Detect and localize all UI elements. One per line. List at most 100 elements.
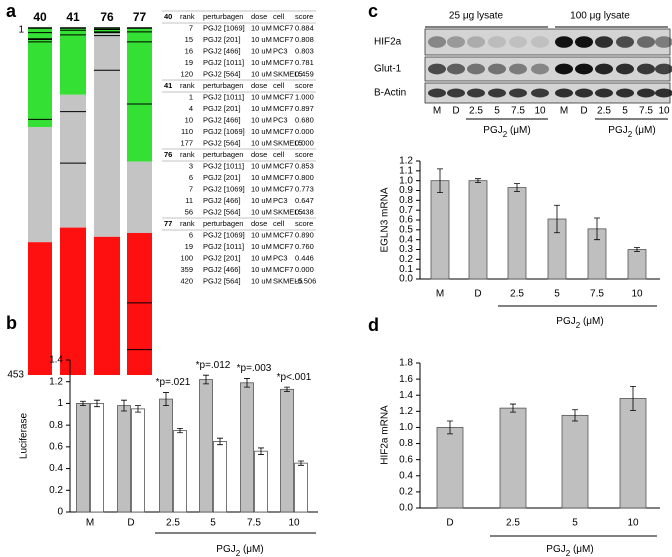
- y-tick-label: 1.4: [399, 390, 413, 401]
- band: [531, 63, 549, 75]
- band: [531, 36, 549, 48]
- y-tick-label: 0.9: [399, 185, 413, 196]
- annotation: *p=.003: [237, 363, 272, 374]
- x-tick-label: 7.5: [247, 518, 261, 529]
- band: [555, 63, 573, 75]
- table-cell: PC3: [273, 46, 288, 55]
- table-cell: PGJ2 [1069]: [203, 184, 245, 193]
- table-cell: 10 uM: [251, 58, 272, 67]
- axis-label-part: 2: [236, 549, 241, 557]
- table-cell: PGJ2 [1069]: [203, 23, 245, 32]
- band: [428, 63, 446, 75]
- y-tick-label: 0.6: [399, 454, 413, 465]
- axis-label-part: PGJ: [216, 544, 235, 555]
- rank-segment-top: [28, 28, 52, 128]
- y-tick-label: 0.3: [399, 244, 413, 255]
- x-tick-label: 7.5: [590, 289, 604, 300]
- table-cell: 1.000: [295, 92, 314, 101]
- table-cell: MCF7: [273, 184, 293, 193]
- error-bar: [217, 437, 223, 446]
- table-cell: 10 uM: [251, 69, 272, 78]
- x-tick-label: 5: [210, 518, 216, 529]
- band: [531, 88, 549, 98]
- lane-label: 2.5: [469, 106, 483, 117]
- table-header: rank: [180, 219, 195, 228]
- band: [428, 88, 446, 98]
- error-bar: [177, 428, 183, 434]
- error-bar: [80, 400, 86, 406]
- table-cell: 15: [185, 35, 193, 44]
- band: [595, 63, 613, 75]
- error-bar: [121, 399, 127, 412]
- table-cell: 3: [189, 161, 193, 170]
- axis-label-part: PGJ: [608, 125, 627, 136]
- bar: [117, 405, 131, 513]
- section-id: 40: [164, 12, 172, 21]
- y-tick-label: 1.8: [399, 358, 413, 369]
- y-tick-label: 0.6: [49, 441, 63, 452]
- table-cell: PGJ2 [564]: [203, 138, 241, 147]
- table-cell: 10 uM: [251, 207, 272, 216]
- table-cell: MCF7: [273, 104, 293, 113]
- lane-label: 10: [658, 106, 670, 117]
- table-cell: 10 uM: [251, 253, 272, 262]
- band: [595, 88, 613, 98]
- x-tick-label: 2.5: [506, 518, 520, 529]
- bar: [619, 398, 647, 509]
- y-tick-label: 0.4: [399, 470, 413, 481]
- table-cell: 420: [180, 276, 193, 285]
- error-bar: [594, 217, 600, 241]
- band: [509, 63, 527, 75]
- axis-label: PGJ2 (μM): [546, 544, 593, 557]
- table-cell: 10 uM: [251, 138, 272, 147]
- table-header: dose: [251, 219, 267, 228]
- band: [555, 88, 573, 98]
- y-tick-label: 0.6: [399, 215, 413, 226]
- bar: [627, 249, 647, 280]
- y-tick-label: 1.2: [399, 406, 413, 417]
- error-bar: [554, 204, 560, 234]
- band: [595, 36, 613, 48]
- band: [555, 36, 573, 48]
- axis-label-part: (μM): [570, 544, 594, 555]
- table-cell: MCF7: [273, 35, 293, 44]
- table-cell: 10 uM: [251, 127, 272, 136]
- table-cell: MCF7: [273, 242, 293, 251]
- bar: [240, 382, 254, 513]
- table-header: dose: [251, 150, 267, 159]
- error-bar: [475, 178, 481, 184]
- table-cell: 0.000: [295, 265, 314, 274]
- table-cell: 6: [189, 230, 193, 239]
- table-cell: 10 uM: [251, 35, 272, 44]
- error-bar: [572, 409, 578, 422]
- table-cell: 0.884: [295, 23, 314, 32]
- blot-header: 100 μg lysate: [570, 11, 630, 22]
- table-cell: 10 uM: [251, 184, 272, 193]
- rank-bottom-label: 453: [7, 370, 24, 381]
- y-tick-label: 0.2: [399, 487, 413, 498]
- table-cell: 56: [185, 207, 193, 216]
- bar: [499, 407, 527, 509]
- lane-label: 5: [622, 106, 628, 117]
- error-bar: [510, 403, 516, 413]
- table-cell: 19: [185, 58, 193, 67]
- table-cell: 0.890: [295, 230, 314, 239]
- y-tick-label: 0.2: [49, 485, 63, 496]
- table-cell: PGJ2 [201]: [203, 253, 241, 262]
- table-cell: 4: [189, 104, 193, 113]
- y-tick-label: 0.0: [399, 274, 413, 285]
- table-cell: MCF7: [273, 173, 293, 182]
- table-cell: 10: [185, 115, 193, 124]
- rank-segment-middle: [60, 94, 86, 228]
- table-cell: 10 uM: [251, 173, 272, 182]
- bar: [436, 427, 464, 509]
- table-cell: 7: [189, 184, 193, 193]
- lane-label: D: [452, 106, 459, 117]
- band: [447, 63, 465, 75]
- table-cell: 10 uM: [251, 230, 272, 239]
- y-tick-label: 0.4: [49, 463, 63, 474]
- error-bar: [634, 247, 640, 252]
- y-tick-label: 0.4: [399, 234, 413, 245]
- table-cell: 10 uM: [251, 104, 272, 113]
